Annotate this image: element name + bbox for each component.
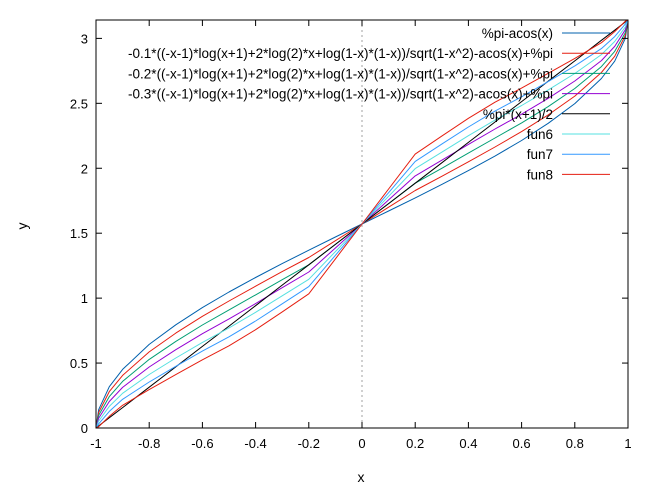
x-tick-label: -1 [90, 436, 102, 451]
x-tick-label: 0.4 [459, 436, 477, 451]
y-tick-label: 2.5 [70, 96, 88, 111]
x-tick-label: -0.8 [138, 436, 160, 451]
x-axis-label: x [358, 469, 365, 485]
series-line-8 [95, 19, 629, 429]
y-tick-label: 0 [81, 421, 88, 436]
legend: %pi-acos(x) -0.1*((-x-1)*log(x+1)+2*log(2… [128, 26, 610, 182]
x-tick-label: -0.4 [244, 436, 266, 451]
legend-label-8: fun8 [527, 167, 553, 182]
y-tick-label: 1 [81, 291, 88, 306]
x-tick-label: 0 [358, 436, 365, 451]
y-ticks: 0 0.5 1 1.5 2 2.5 3 [70, 31, 628, 436]
x-ticks: -1 -0.8 -0.6 -0.4 -0.2 0 0.2 0.4 0.6 0.8 1 [90, 20, 632, 451]
legend-label-3: -0.2*((-x-1)*log(x+1)+2*log(2)*x+log(1-x… [128, 66, 553, 81]
plot-lines [95, 19, 629, 429]
y-tick-label: 0.5 [70, 356, 88, 371]
y-tick-label: 1.5 [70, 226, 88, 241]
x-tick-label: 0.2 [406, 436, 424, 451]
x-tick-label: 0.6 [513, 436, 531, 451]
y-tick-label: 2 [81, 161, 88, 176]
y-tick-label: 3 [81, 31, 88, 46]
x-tick-label: -0.6 [191, 436, 213, 451]
legend-label-5: %pi*(x+1)/2 [483, 107, 553, 122]
x-tick-label: -0.2 [298, 436, 320, 451]
legend-label-1: %pi-acos(x) [482, 26, 553, 41]
legend-label-6: fun6 [527, 127, 553, 142]
legend-label-2: -0.1*((-x-1)*log(x+1)+2*log(2)*x+log(1-x… [128, 46, 553, 61]
y-axis-label: y [14, 223, 30, 230]
x-tick-label: 1 [624, 436, 631, 451]
legend-label-4: -0.3*((-x-1)*log(x+1)+2*log(2)*x+log(1-x… [128, 87, 553, 102]
x-tick-label: 0.8 [566, 436, 584, 451]
legend-label-7: fun7 [527, 147, 553, 162]
